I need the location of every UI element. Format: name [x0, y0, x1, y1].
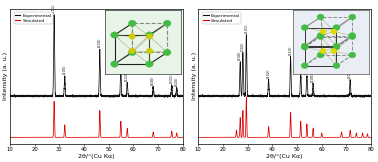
Experimental [369, 94, 373, 96]
Experimental [145, 96, 150, 98]
Simulated [16, 136, 21, 138]
Experimental [361, 96, 365, 98]
Text: (112): (112) [305, 65, 309, 75]
Text: (100): (100) [238, 51, 242, 60]
Line: Simulated: Simulated [198, 97, 371, 137]
Text: (102): (102) [266, 69, 271, 78]
Experimental [118, 94, 122, 96]
Text: (400): (400) [151, 76, 155, 85]
Legend: Experimental, Simulated: Experimental, Simulated [14, 12, 53, 24]
Simulated [244, 96, 249, 98]
Simulated [181, 136, 185, 138]
Experimental [306, 95, 310, 97]
Simulated [204, 136, 209, 138]
Text: (311): (311) [119, 58, 123, 67]
Simulated [136, 136, 140, 138]
Experimental [52, 14, 56, 16]
Experimental [196, 95, 200, 97]
Text: (111): (111) [52, 4, 56, 13]
Simulated [196, 136, 200, 138]
Experimental [16, 95, 21, 97]
Simulated [70, 136, 75, 138]
Experimental [244, 34, 249, 35]
Simulated [118, 136, 122, 138]
Experimental [181, 94, 185, 96]
Simulated [259, 136, 263, 138]
Text: (220): (220) [98, 38, 102, 47]
Experimental [333, 96, 338, 98]
Text: (002): (002) [241, 42, 245, 51]
Text: (200): (200) [63, 65, 67, 75]
Simulated [110, 136, 115, 138]
Experimental [204, 95, 209, 97]
Text: (101): (101) [244, 24, 248, 33]
Experimental [136, 95, 140, 97]
Y-axis label: Intensity (a. u.): Intensity (a. u.) [192, 52, 197, 100]
Experimental [110, 95, 115, 97]
Experimental [70, 94, 75, 96]
X-axis label: 2θ/°(Cu Kα): 2θ/°(Cu Kα) [266, 154, 303, 159]
Text: (331): (331) [170, 74, 174, 83]
Text: (103): (103) [299, 61, 303, 71]
X-axis label: 2θ/°(Cu Kα): 2θ/°(Cu Kα) [78, 154, 115, 159]
Text: (110): (110) [288, 45, 293, 55]
Experimental [324, 95, 329, 97]
Experimental [259, 94, 263, 96]
Simulated [8, 136, 12, 138]
Text: (200): (200) [311, 72, 315, 82]
Simulated [306, 136, 310, 138]
Text: (203): (203) [348, 69, 352, 78]
Line: Experimental: Experimental [198, 35, 371, 97]
Simulated [52, 100, 56, 102]
Simulated [298, 122, 303, 124]
Simulated [324, 136, 329, 138]
Text: (222): (222) [125, 71, 129, 81]
Simulated [145, 136, 150, 138]
Simulated [333, 136, 338, 138]
Line: Experimental: Experimental [10, 15, 183, 97]
Y-axis label: Intensity (a. u.): Intensity (a. u.) [3, 52, 8, 100]
Legend: Experimental, Simulated: Experimental, Simulated [202, 12, 241, 24]
Experimental [298, 73, 303, 75]
Experimental [8, 95, 12, 97]
Experimental [172, 96, 177, 98]
Text: (420): (420) [175, 77, 179, 86]
Simulated [369, 136, 373, 138]
Line: Simulated: Simulated [10, 101, 183, 137]
